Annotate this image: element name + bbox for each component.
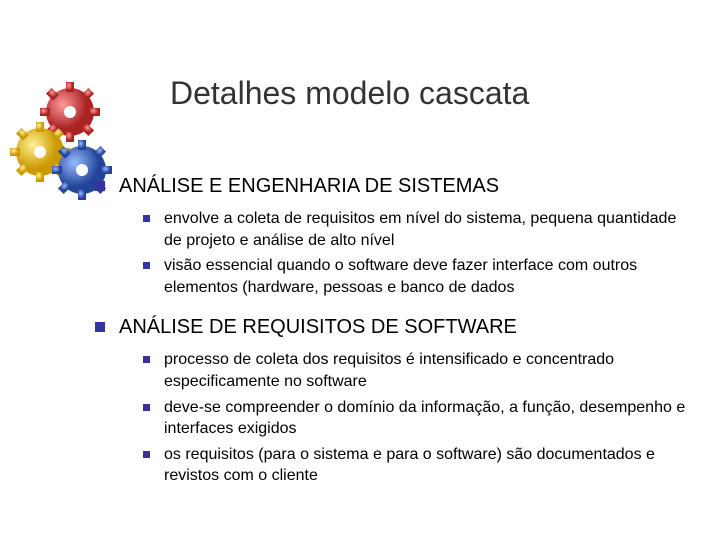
list-item: processo de coleta dos requisitos é inte… — [143, 349, 695, 392]
section-2-heading: ANÁLISE DE REQUISITOS DE SOFTWARE — [119, 316, 517, 339]
section-1: ANÁLISE E ENGENHARIA DE SISTEMAS envolve… — [95, 175, 695, 298]
section-1-heading-row: ANÁLISE E ENGENHARIA DE SISTEMAS — [95, 175, 695, 198]
section-2: ANÁLISE DE REQUISITOS DE SOFTWARE proces… — [95, 316, 695, 487]
bullet-icon — [143, 215, 150, 222]
section-1-heading: ANÁLISE E ENGENHARIA DE SISTEMAS — [119, 175, 499, 198]
list-item-text: envolve a coleta de requisitos em nível … — [164, 208, 695, 251]
section-1-list: envolve a coleta de requisitos em nível … — [143, 208, 695, 298]
list-item: os requisitos (para o sistema e para o s… — [143, 444, 695, 487]
slide-title: Detalhes modelo cascata — [170, 75, 529, 112]
bullet-icon — [95, 181, 105, 191]
list-item-text: visão essencial quando o software deve f… — [164, 255, 695, 298]
list-item-text: processo de coleta dos requisitos é inte… — [164, 349, 695, 392]
list-item-text: deve-se compreender o domínio da informa… — [164, 397, 695, 440]
list-item: visão essencial quando o software deve f… — [143, 255, 695, 298]
bullet-icon — [143, 262, 150, 269]
bullet-icon — [143, 356, 150, 363]
section-2-heading-row: ANÁLISE DE REQUISITOS DE SOFTWARE — [95, 316, 695, 339]
bullet-icon — [143, 451, 150, 458]
section-2-list: processo de coleta dos requisitos é inte… — [143, 349, 695, 487]
list-item: deve-se compreender o domínio da informa… — [143, 397, 695, 440]
bullet-icon — [95, 322, 105, 332]
slide-content: ANÁLISE E ENGENHARIA DE SISTEMAS envolve… — [95, 175, 695, 505]
list-item: envolve a coleta de requisitos em nível … — [143, 208, 695, 251]
bullet-icon — [143, 404, 150, 411]
list-item-text: os requisitos (para o sistema e para o s… — [164, 444, 695, 487]
